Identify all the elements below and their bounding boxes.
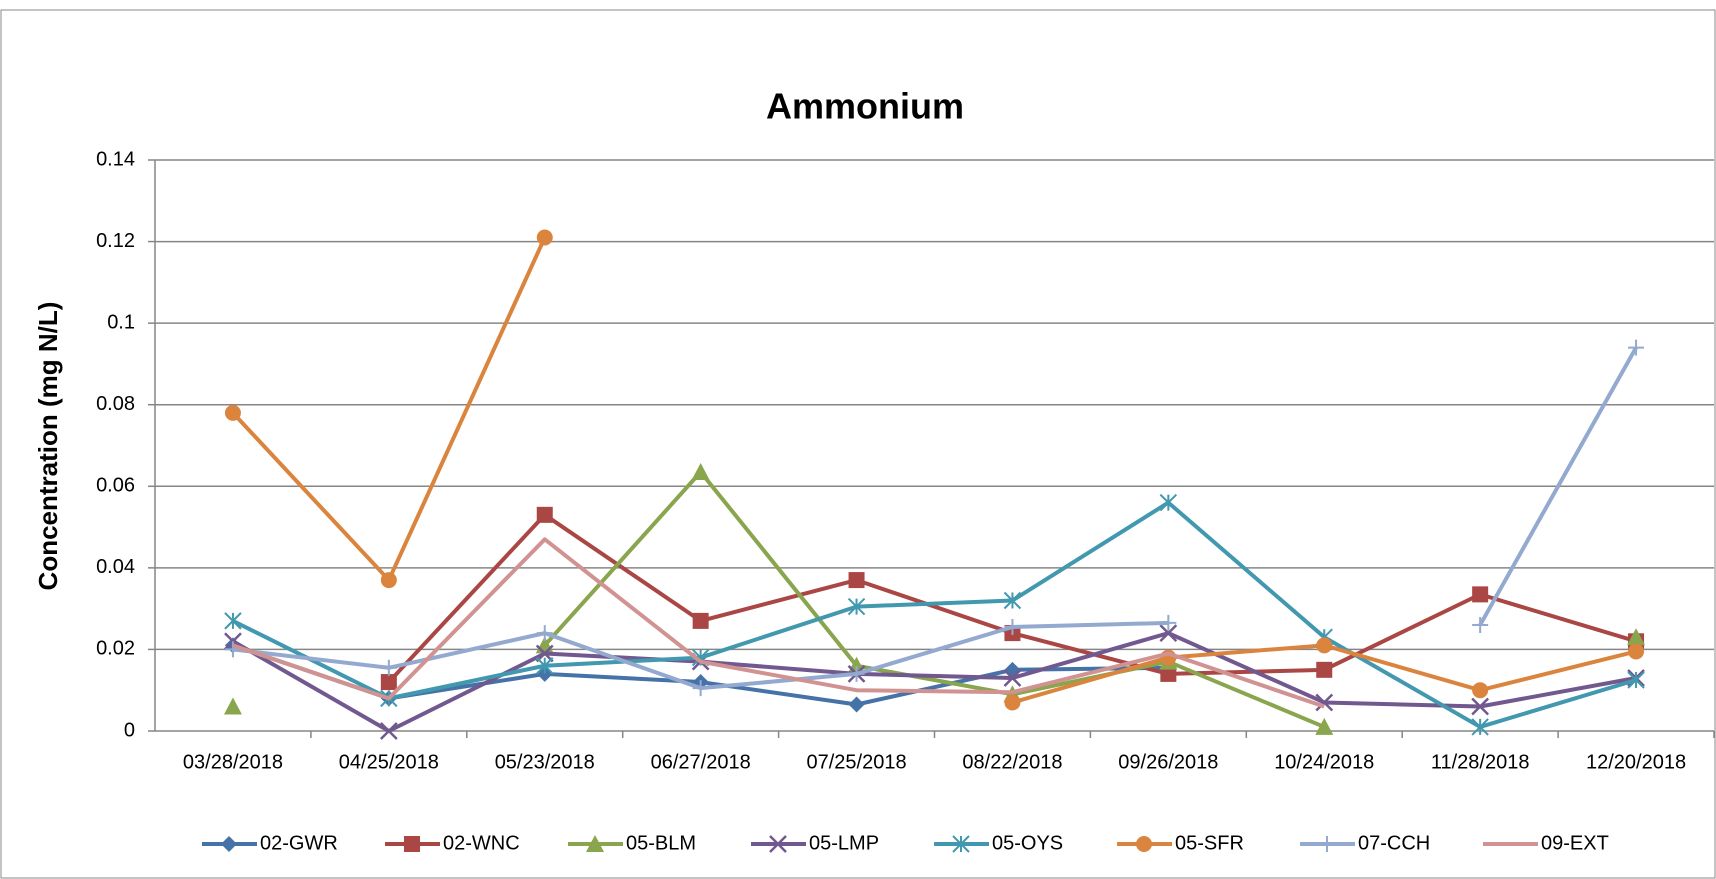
marker — [1159, 493, 1178, 512]
series — [224, 339, 1645, 697]
marker — [380, 572, 397, 589]
x-tick-label: 12/20/2018 — [1586, 751, 1686, 773]
marker — [1315, 693, 1334, 712]
legend-label: 05-LMP — [809, 832, 879, 854]
legend-label: 02-GWR — [260, 832, 338, 854]
legend-marker — [221, 836, 237, 852]
marker — [1627, 671, 1645, 689]
marker — [1472, 616, 1489, 633]
legend-label: 05-OYS — [992, 832, 1063, 854]
chart-border — [0, 9, 1716, 879]
marker — [1472, 682, 1489, 699]
legend-label: 09-EXT — [1541, 832, 1609, 854]
legend-marker — [952, 835, 970, 853]
legend-marker — [1319, 836, 1335, 852]
marker — [536, 229, 553, 246]
legend-marker — [1136, 836, 1152, 852]
marker — [535, 644, 554, 663]
x-tick-label: 04/25/2018 — [339, 751, 439, 773]
y-tick-label: 0.02 — [96, 638, 135, 660]
marker — [380, 674, 397, 691]
series-line — [231, 631, 1637, 733]
marker — [224, 612, 242, 630]
y-tick-label: 0.04 — [96, 556, 135, 578]
marker — [1160, 649, 1177, 666]
chart-title: Ammonium — [766, 86, 964, 127]
legend-marker — [586, 835, 604, 852]
y-tick-label: 0.14 — [96, 148, 135, 170]
marker — [848, 665, 865, 682]
marker — [848, 572, 865, 589]
legend-marker — [769, 835, 787, 853]
marker — [1160, 665, 1177, 682]
x-tick-label: 05/23/2018 — [495, 751, 595, 773]
marker — [1627, 628, 1646, 646]
marker — [1471, 718, 1489, 736]
y-tick-label: 0.06 — [96, 475, 135, 497]
marker — [847, 597, 866, 616]
marker — [1160, 614, 1177, 631]
marker — [1471, 697, 1490, 716]
x-tick-label: 08/22/2018 — [962, 751, 1062, 773]
marker — [848, 696, 865, 713]
marker — [1628, 643, 1645, 660]
x-tick-label: 10/24/2018 — [1274, 751, 1374, 773]
marker — [536, 657, 554, 675]
marker — [1004, 618, 1021, 635]
marker — [536, 625, 553, 642]
marker — [692, 680, 709, 697]
x-tick-label: 07/25/2018 — [806, 751, 906, 773]
marker — [1628, 339, 1645, 356]
legend-label: 05-SFR — [1175, 832, 1244, 854]
marker — [1003, 669, 1022, 687]
x-tick-label: 11/28/2018 — [1431, 751, 1530, 773]
marker — [1316, 637, 1333, 654]
x-tick-label: 09/26/2018 — [1118, 751, 1218, 773]
marker — [692, 612, 709, 629]
marker — [223, 697, 242, 715]
legend-marker — [404, 836, 420, 852]
y-tick-label: 0.1 — [107, 311, 135, 333]
marker — [1003, 591, 1022, 610]
y-axis-label: Concentration (mg N/L) — [33, 302, 63, 591]
marker — [1004, 694, 1021, 711]
marker — [691, 463, 710, 481]
marker — [224, 404, 241, 421]
legend-label: 05-BLM — [626, 832, 696, 854]
marker — [224, 641, 241, 658]
y-tick-label: 0.08 — [96, 393, 135, 415]
marker — [1315, 717, 1334, 735]
y-tick-label: 0.12 — [96, 230, 135, 252]
x-tick-label: 06/27/2018 — [651, 751, 751, 773]
x-tick-label: 03/28/2018 — [183, 751, 283, 773]
legend-label: 07-CCH — [1358, 832, 1430, 854]
marker — [1159, 624, 1178, 642]
y-tick-label: 0 — [124, 719, 135, 741]
marker — [1472, 586, 1489, 603]
marker — [1316, 661, 1333, 678]
marker — [536, 506, 553, 523]
series — [224, 229, 1645, 711]
series-line — [232, 500, 1637, 729]
legend-label: 02-WNC — [443, 832, 520, 854]
marker — [380, 659, 397, 676]
marker — [379, 722, 398, 740]
